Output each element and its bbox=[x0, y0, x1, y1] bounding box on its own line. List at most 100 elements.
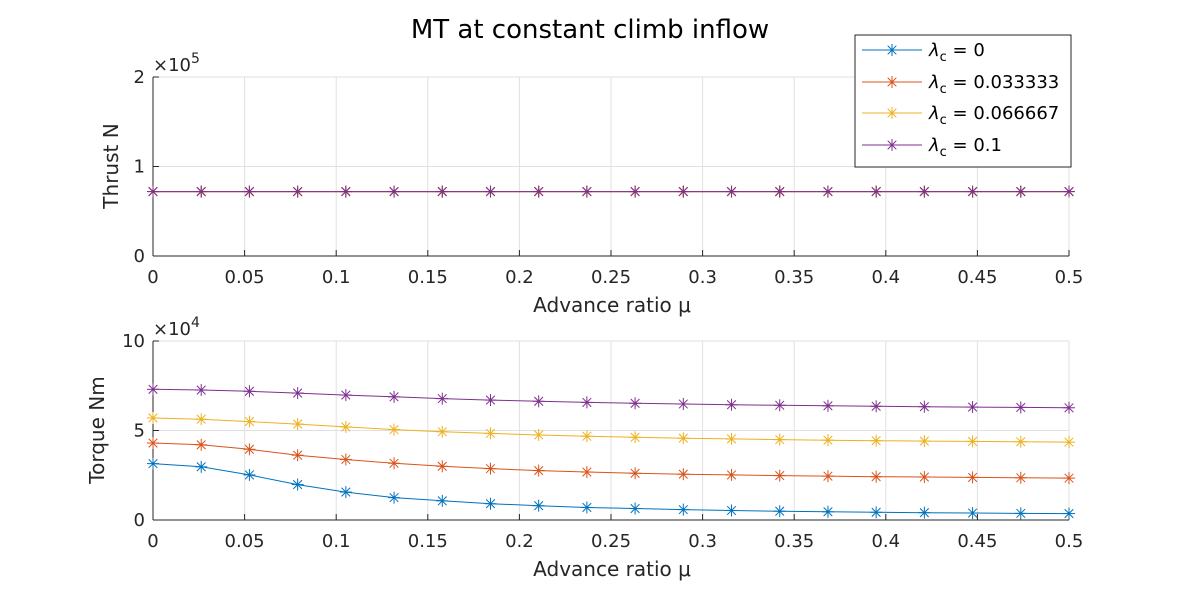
data-point bbox=[484, 185, 497, 198]
x-tick-label: 0.05 bbox=[225, 267, 265, 288]
legend-subscript: c bbox=[940, 50, 947, 65]
y-tick-label: 10 bbox=[122, 331, 145, 352]
data-point bbox=[1063, 436, 1075, 449]
data-point bbox=[677, 432, 690, 445]
torque-exp-power: 4 bbox=[191, 315, 200, 331]
series-0 bbox=[147, 457, 1075, 520]
torque-exp-base: ×10 bbox=[153, 319, 191, 340]
data-point bbox=[821, 434, 834, 447]
y-tick-label: 0 bbox=[134, 246, 145, 267]
data-point bbox=[1014, 435, 1027, 448]
legend-marker bbox=[886, 107, 898, 119]
x-tick-label: 0.35 bbox=[774, 267, 814, 288]
data-point bbox=[532, 464, 545, 477]
data-point bbox=[629, 185, 642, 198]
x-tick-label: 0.35 bbox=[774, 531, 814, 552]
data-point bbox=[436, 425, 449, 438]
data-point bbox=[966, 507, 979, 520]
x-tick-label: 0.25 bbox=[591, 267, 631, 288]
data-point bbox=[388, 390, 401, 403]
data-point bbox=[339, 486, 352, 499]
data-point bbox=[870, 400, 883, 413]
series-2 bbox=[147, 411, 1075, 449]
legend-subscript: c bbox=[940, 113, 947, 128]
x-tick-label: 0.2 bbox=[505, 267, 534, 288]
legend-sample bbox=[862, 44, 922, 56]
legend-value: = 0 bbox=[947, 40, 985, 61]
series-3 bbox=[147, 185, 1075, 198]
data-point bbox=[966, 401, 979, 414]
data-point bbox=[1063, 507, 1075, 520]
data-point bbox=[773, 399, 786, 412]
data-point bbox=[918, 435, 931, 448]
legend-symbol: λ bbox=[928, 72, 940, 93]
data-point bbox=[1063, 472, 1075, 485]
x-tick-label: 0.5 bbox=[1055, 267, 1084, 288]
x-tick-label: 0.45 bbox=[957, 267, 997, 288]
legend-item: λc = 0.066667 bbox=[928, 103, 1059, 128]
legend-sample bbox=[862, 107, 922, 119]
series-line bbox=[152, 417, 1070, 443]
legend-symbol: λ bbox=[928, 103, 940, 124]
data-point bbox=[870, 470, 883, 483]
data-point bbox=[339, 185, 352, 198]
data-point bbox=[773, 505, 786, 518]
legend-item: λc = 0.033333 bbox=[928, 72, 1059, 97]
legend-sample bbox=[862, 76, 922, 88]
data-point bbox=[1014, 471, 1027, 484]
legend-value: = 0.033333 bbox=[947, 72, 1059, 93]
data-point bbox=[339, 389, 352, 402]
data-point bbox=[339, 453, 352, 466]
chart-title: MT at constant climb inflow bbox=[411, 15, 769, 45]
legend-marker bbox=[886, 44, 898, 56]
data-point bbox=[918, 506, 931, 519]
data-point bbox=[1014, 185, 1027, 198]
x-tick-label: 0.5 bbox=[1055, 531, 1084, 552]
y-tick-label: 2 bbox=[134, 67, 145, 88]
data-point bbox=[821, 470, 834, 483]
legend: λc = 0 λc = 0.033333 λc = 0.066667 λc = … bbox=[854, 34, 1072, 168]
data-point bbox=[195, 460, 208, 473]
legend-marker bbox=[886, 76, 898, 88]
data-point bbox=[195, 413, 208, 426]
data-point bbox=[388, 457, 401, 470]
legend-symbol: λ bbox=[928, 40, 940, 61]
data-point bbox=[725, 468, 738, 481]
thrust-exp-base: ×10 bbox=[153, 55, 191, 76]
data-point bbox=[629, 397, 642, 410]
legend-sample bbox=[862, 139, 922, 151]
data-point bbox=[1063, 401, 1075, 414]
x-tick-label: 0.05 bbox=[225, 531, 265, 552]
x-tick-label: 0.2 bbox=[505, 531, 534, 552]
data-point bbox=[821, 505, 834, 518]
data-point bbox=[580, 501, 593, 514]
data-point bbox=[532, 395, 545, 408]
data-point bbox=[147, 457, 159, 470]
x-tick-label: 0.3 bbox=[688, 531, 717, 552]
data-point bbox=[966, 435, 979, 448]
data-point bbox=[436, 460, 449, 473]
y-tick-label: 5 bbox=[134, 421, 145, 442]
data-point bbox=[388, 423, 401, 436]
data-point bbox=[243, 385, 256, 398]
data-point bbox=[580, 396, 593, 409]
legend-label: λc = 0 bbox=[928, 40, 985, 65]
legend-item: λc = 0 bbox=[928, 40, 985, 65]
x-tick-label: 0 bbox=[147, 267, 158, 288]
data-point bbox=[436, 392, 449, 405]
data-point bbox=[436, 494, 449, 507]
data-point bbox=[147, 411, 159, 424]
legend-marker bbox=[886, 139, 898, 151]
series-line bbox=[152, 463, 1070, 515]
data-point bbox=[918, 471, 931, 484]
x-tick-label: 0.1 bbox=[322, 531, 351, 552]
data-point bbox=[388, 185, 401, 198]
data-point bbox=[580, 466, 593, 479]
x-tick-label: 0.4 bbox=[871, 531, 900, 552]
data-point bbox=[388, 491, 401, 504]
x-tick-label: 0.1 bbox=[322, 267, 351, 288]
data-point bbox=[629, 431, 642, 444]
x-tick-label: 0.15 bbox=[408, 267, 448, 288]
x-tick-label: 0.4 bbox=[871, 267, 900, 288]
